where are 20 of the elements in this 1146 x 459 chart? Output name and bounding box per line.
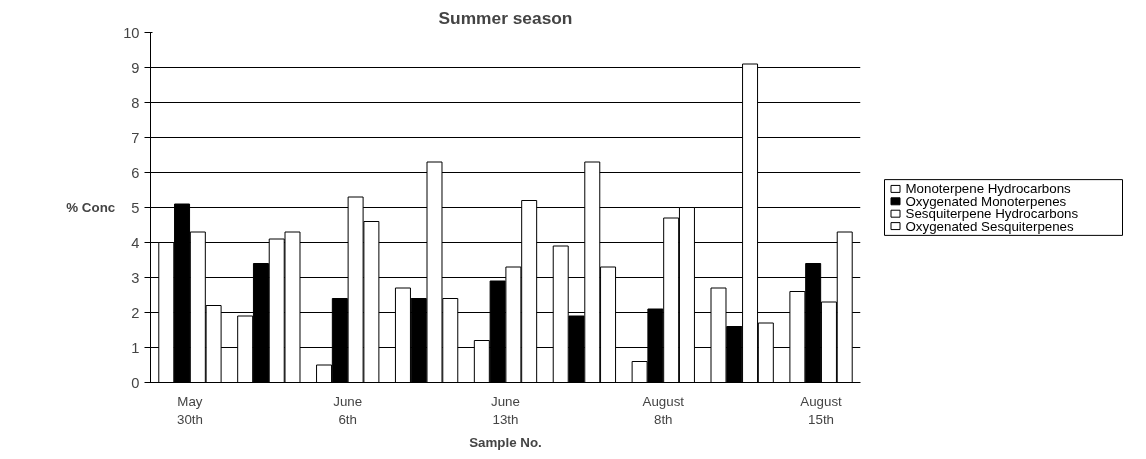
y-tick-label: 3	[131, 269, 140, 286]
y-tick-label: 9	[131, 59, 140, 76]
x-tick-label: August 15th	[800, 393, 843, 427]
x-tick-label: June 6th	[333, 393, 363, 427]
y-tick-label: 7	[131, 129, 140, 146]
x-tick-label: June 13th	[491, 393, 520, 427]
x-axis-title: Sample No.	[469, 434, 542, 450]
y-tick-label: 6	[131, 164, 140, 181]
y-tick-label: 2	[131, 304, 140, 321]
legend-label: Monoterpene Hydrocarbons	[905, 181, 1072, 197]
y-tick-label: 10	[123, 24, 140, 41]
x-tick-label: August 8th	[642, 393, 685, 427]
y-axis-title: % Conc	[66, 200, 116, 215]
y-tick-label: 5	[131, 199, 140, 216]
y-tick-label: 1	[131, 339, 140, 356]
y-tick-label: 4	[131, 234, 140, 251]
chart-title: Summer season	[438, 7, 573, 28]
y-tick-label: 8	[131, 94, 140, 111]
x-tick-label: May 30th	[176, 393, 203, 427]
y-tick-label: 0	[131, 374, 140, 391]
